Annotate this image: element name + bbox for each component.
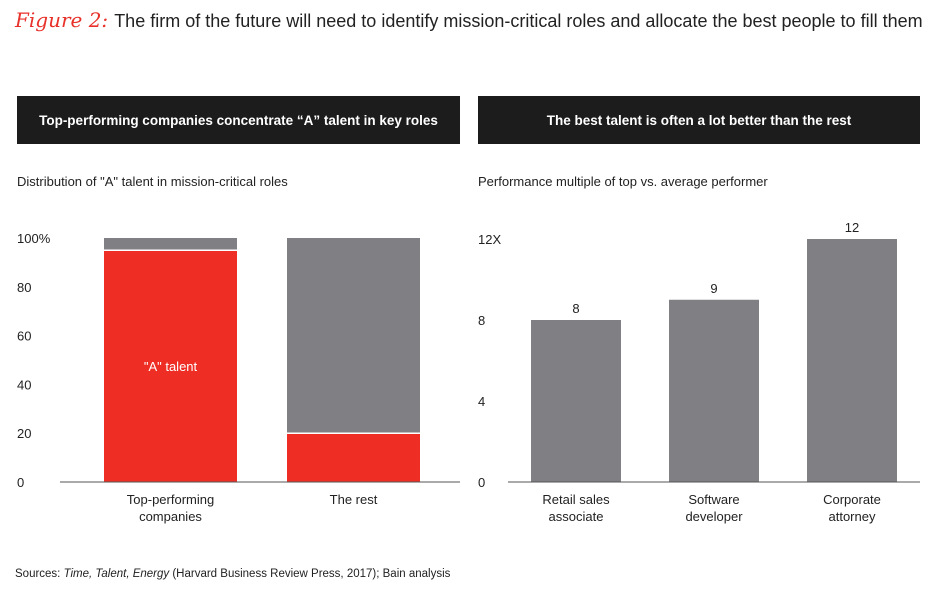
left-x-category-label: The rest <box>330 492 378 507</box>
right-x-category-label: Corporate <box>823 492 881 507</box>
left-bar-segment-a-talent <box>104 250 237 482</box>
right-chart-subtitle: Performance multiple of top vs. average … <box>478 174 768 189</box>
left-y-tick-label: 20 <box>17 426 31 441</box>
left-bar-segment-a-talent <box>287 433 420 482</box>
source-suffix: (Harvard Business Review Press, 2017); B… <box>169 568 451 580</box>
right-bar <box>807 239 897 482</box>
right-x-category-label: associate <box>549 509 604 524</box>
right-chart-banner: The best talent is often a lot better th… <box>478 96 920 144</box>
right-x-category-label: attorney <box>829 509 876 524</box>
right-y-tick-label: 0 <box>478 475 485 490</box>
right-bar-data-label: 8 <box>572 301 579 316</box>
figure-label: Figure 2: <box>15 8 109 32</box>
figure-title: Figure 2: The firm of the future will nee… <box>15 8 923 32</box>
right-bar <box>669 299 759 482</box>
left-y-tick-label: 100% <box>17 231 51 246</box>
left-bar-segment-other <box>287 238 420 434</box>
right-y-tick-label: 8 <box>478 313 485 328</box>
a-talent-series-label: "A" talent <box>144 359 198 374</box>
right-bar <box>531 320 621 482</box>
left-y-tick-label: 0 <box>17 475 24 490</box>
figure-title-text: The firm of the future will need to iden… <box>114 11 923 31</box>
right-y-tick-label: 12X <box>478 232 501 247</box>
left-chart-banner: Top-performing companies concentrate “A”… <box>17 96 460 144</box>
source-note: Sources: Time, Talent, Energy (Harvard B… <box>15 568 450 580</box>
left-bar-segment-other <box>104 238 237 251</box>
source-italic-title: Time, Talent, Energy <box>63 568 170 580</box>
right-bar-data-label: 9 <box>710 281 717 296</box>
right-x-category-label: developer <box>685 509 743 524</box>
left-x-category-label: companies <box>139 509 202 524</box>
left-chart-subtitle: Distribution of "A" talent in mission-cr… <box>17 174 288 189</box>
right-x-category-label: Retail sales <box>542 492 610 507</box>
left-x-category-label: Top-performing <box>127 492 214 507</box>
right-x-category-label: Software <box>688 492 739 507</box>
left-y-tick-label: 40 <box>17 377 31 392</box>
left-y-tick-label: 60 <box>17 329 31 344</box>
right-y-tick-label: 4 <box>478 394 485 409</box>
left-y-tick-label: 80 <box>17 280 31 295</box>
right-bar-data-label: 12 <box>845 220 859 235</box>
source-prefix: Sources: <box>15 568 64 580</box>
